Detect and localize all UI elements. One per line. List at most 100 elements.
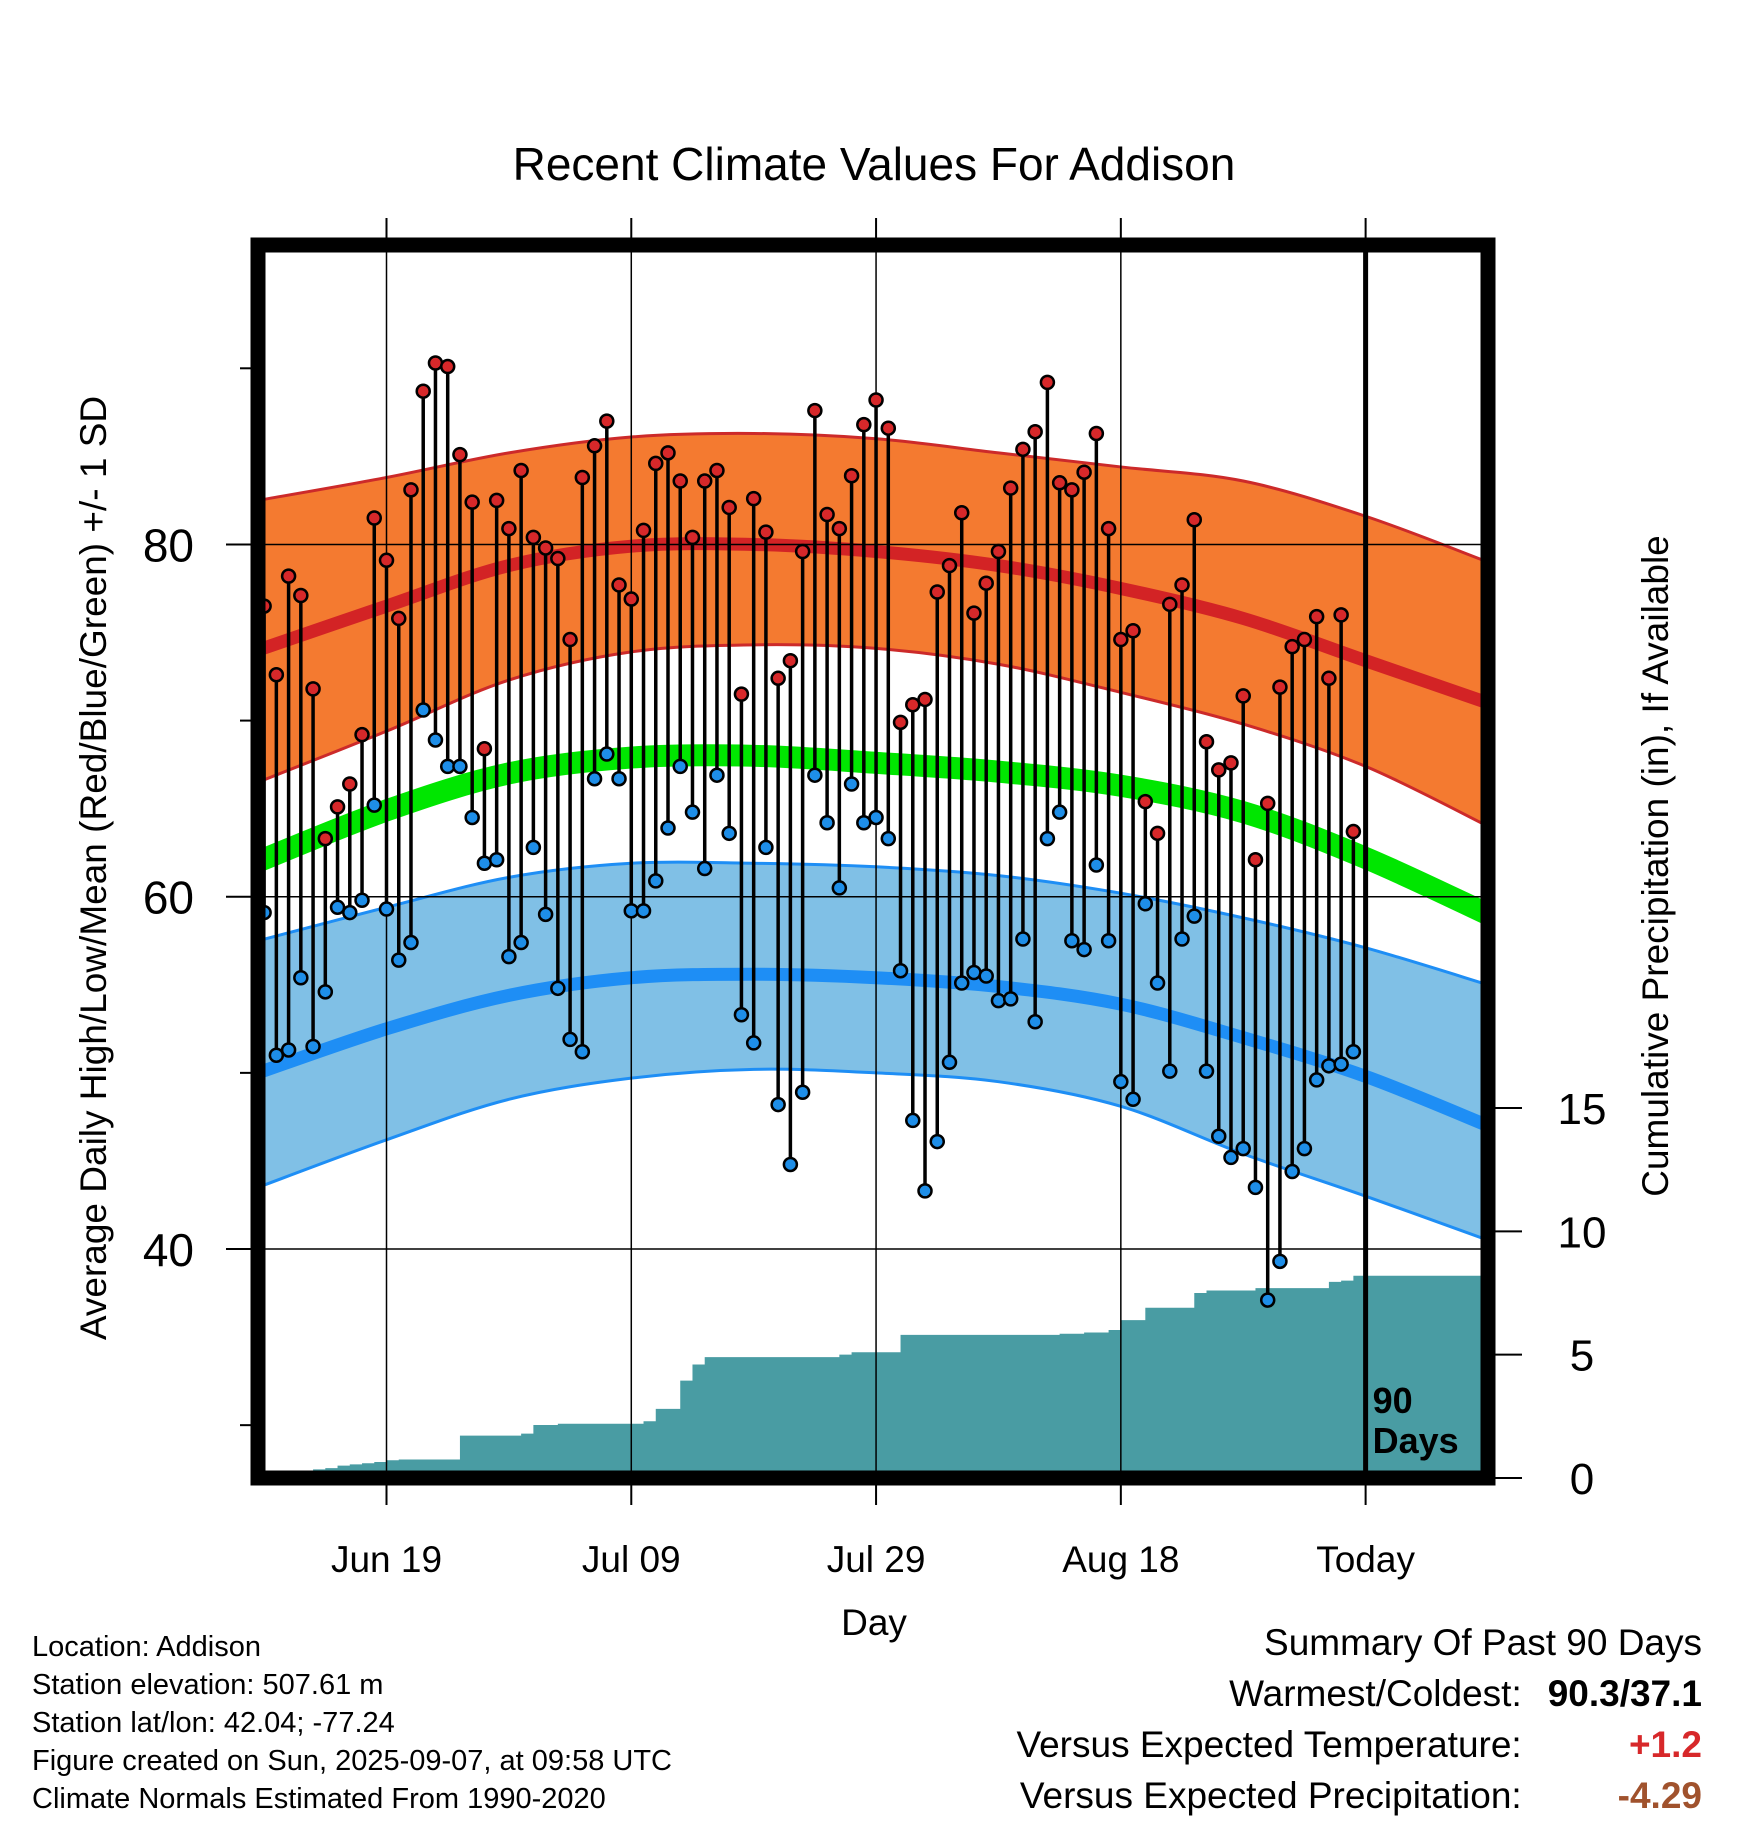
daily-high-point [513,462,529,479]
daily-low-point [782,1156,799,1173]
daily-low-point [1284,1163,1300,1180]
daily-high-point [1015,441,1031,458]
daily-low-point [794,1084,811,1100]
daily-high-point [342,776,358,792]
daily-low-point [525,839,542,856]
daily-high-point [562,631,578,648]
daily-high-point [648,455,664,472]
daily-high-point [1027,423,1043,440]
daily-high-point [831,520,848,537]
daily-low-point [378,901,395,917]
daily-low-point [464,809,480,826]
daily-high-point [1051,475,1068,491]
daily-high-point [611,577,627,593]
daily-high-point [917,691,933,708]
daily-high-point [1259,795,1276,812]
daily-low-point [1259,1292,1276,1308]
daily-high-point [1064,482,1080,498]
daily-high-point [268,667,285,683]
daily-low-point [1345,1043,1362,1060]
daily-high-point [905,696,921,713]
daily-high-point [525,529,542,546]
daily-low-point [1210,1128,1227,1145]
axes: Jun 19 Jul 09 Jul 29 Aug 18 Today 40 60 80 0 5 10 1… [143,218,1607,1580]
summary-warmest-label: Warmest/Coldest: [1229,1673,1522,1714]
y-left-tick-label: 60 [143,872,194,924]
daily-high-point [1125,623,1141,639]
x-tick-label: Jun 19 [331,1539,442,1580]
daily-high-point [758,524,774,540]
daily-high-point [782,652,799,669]
daily-low-point [550,980,566,997]
daily-low-point [1223,1149,1239,1166]
daily-low-point [1162,1063,1178,1079]
daily-high-point [623,591,640,607]
daily-high-point [1321,670,1337,687]
daily-high-point [745,490,762,507]
daily-low-point [1064,933,1080,949]
daily-high-point [599,413,615,429]
daily-low-point [366,797,383,813]
daily-low-point [537,906,554,923]
daily-low-point [1321,1058,1337,1074]
daily-low-point [415,702,431,718]
daily-low-point [280,1042,297,1058]
daily-low-point [403,934,419,951]
daily-low-point [868,809,884,826]
daily-low-point [611,770,627,787]
x-tick-label: Aug 18 [1062,1539,1179,1580]
daily-low-point [574,1043,591,1060]
daily-low-point [305,1038,321,1055]
daily-low-point [843,776,860,792]
daily-low-point [635,903,652,919]
summary-precip-value: -4.29 [1617,1775,1702,1816]
daily-high-point [366,510,383,526]
y-right-tick-label: 0 [1570,1455,1594,1504]
daily-high-point [1296,631,1313,648]
daily-low-point [721,825,737,842]
daily-high-point [1198,733,1215,750]
daily-high-point [464,494,480,510]
daily-low-point [892,962,909,979]
daily-low-point [488,851,505,868]
daily-high-point [1284,638,1300,655]
x-tick-label: Today [1316,1539,1415,1580]
daily-high-point [1272,679,1288,695]
daily-low-point [1015,931,1031,947]
summary-warmest-value: 90.3/37.1 [1547,1673,1702,1714]
daily-low-point [1125,1091,1141,1108]
y-axis-left-label: Average Daily High/Low/Mean (Red/Blue/Gr… [73,396,114,1340]
summary-precip-label: Versus Expected Precipitation: [1019,1775,1522,1816]
daily-high-point [293,587,309,604]
daily-low-point [317,984,334,1000]
daily-high-point [733,686,750,702]
y-right-tick-label: 10 [1558,1208,1607,1257]
daily-high-point [880,420,897,436]
info-elevation: Station elevation: 507.61 m [32,1669,384,1701]
daily-high-point [1113,631,1129,648]
daily-high-point [1137,793,1154,810]
daily-high-point [452,446,468,463]
daily-high-point [672,473,688,489]
y-right-tick-label: 15 [1558,1085,1607,1134]
daily-low-point [1051,804,1068,820]
daily-low-point [1247,1179,1264,1196]
daily-low-point [1039,830,1056,847]
daily-high-point [1210,762,1227,778]
daily-high-point [941,557,958,574]
daily-high-point [280,568,297,584]
daily-high-point [1174,577,1190,593]
daily-low-point [953,975,970,991]
daily-low-point [770,1096,786,1113]
daily-high-point [953,504,970,521]
chart-title: Recent Climate Values For Addison [513,138,1236,190]
daily-low-point [1027,1014,1043,1030]
daily-high-point [1162,596,1178,613]
summary-precip-vs-expected: Versus Expected Precipitation: -4.29 [1020,1775,1702,1817]
daily-low-point [476,855,493,872]
daily-high-point [415,383,431,399]
daily-low-point [758,839,774,856]
daily-high-point [1039,374,1056,391]
